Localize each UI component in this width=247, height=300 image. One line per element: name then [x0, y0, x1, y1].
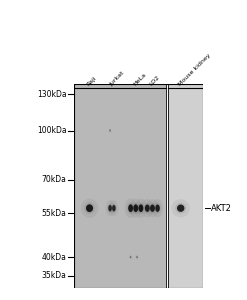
- Ellipse shape: [145, 205, 150, 212]
- Ellipse shape: [149, 203, 156, 214]
- Ellipse shape: [177, 205, 185, 212]
- Ellipse shape: [105, 200, 115, 216]
- Ellipse shape: [109, 200, 118, 216]
- Ellipse shape: [109, 129, 111, 132]
- Text: 70kDa: 70kDa: [42, 175, 67, 184]
- Text: 40kDa: 40kDa: [42, 253, 67, 262]
- Text: HeLa: HeLa: [132, 72, 147, 87]
- Text: AKT2: AKT2: [211, 204, 232, 213]
- Ellipse shape: [128, 204, 133, 212]
- Ellipse shape: [135, 199, 147, 218]
- Ellipse shape: [133, 204, 138, 212]
- Ellipse shape: [111, 203, 117, 213]
- Ellipse shape: [136, 256, 138, 258]
- Text: 35kDa: 35kDa: [42, 271, 67, 280]
- Ellipse shape: [154, 203, 161, 214]
- Ellipse shape: [86, 204, 93, 212]
- Ellipse shape: [130, 199, 142, 218]
- Ellipse shape: [139, 204, 143, 212]
- Ellipse shape: [132, 202, 139, 214]
- Ellipse shape: [124, 199, 137, 218]
- Ellipse shape: [107, 203, 113, 213]
- Ellipse shape: [150, 205, 155, 212]
- Ellipse shape: [130, 256, 131, 258]
- Ellipse shape: [81, 199, 98, 218]
- Text: Jurkat: Jurkat: [108, 70, 125, 87]
- Text: Mouse kidney: Mouse kidney: [177, 52, 211, 87]
- Ellipse shape: [144, 203, 151, 214]
- Ellipse shape: [137, 202, 144, 214]
- Ellipse shape: [108, 205, 112, 211]
- Ellipse shape: [112, 205, 116, 211]
- Text: 130kDa: 130kDa: [37, 90, 67, 99]
- Text: 100kDa: 100kDa: [37, 126, 67, 135]
- Bar: [74, 84, 166, 288]
- Ellipse shape: [136, 256, 138, 259]
- Text: 55kDa: 55kDa: [42, 208, 67, 217]
- Ellipse shape: [146, 199, 159, 218]
- Ellipse shape: [155, 205, 160, 212]
- Ellipse shape: [171, 199, 190, 218]
- Text: Raji: Raji: [86, 75, 98, 87]
- Ellipse shape: [129, 256, 132, 259]
- Ellipse shape: [175, 203, 186, 214]
- Ellipse shape: [127, 202, 134, 214]
- Text: LO2: LO2: [149, 74, 161, 87]
- Bar: [168, 84, 203, 288]
- Ellipse shape: [84, 202, 95, 214]
- Ellipse shape: [141, 199, 153, 218]
- Ellipse shape: [109, 130, 111, 131]
- Ellipse shape: [152, 199, 163, 218]
